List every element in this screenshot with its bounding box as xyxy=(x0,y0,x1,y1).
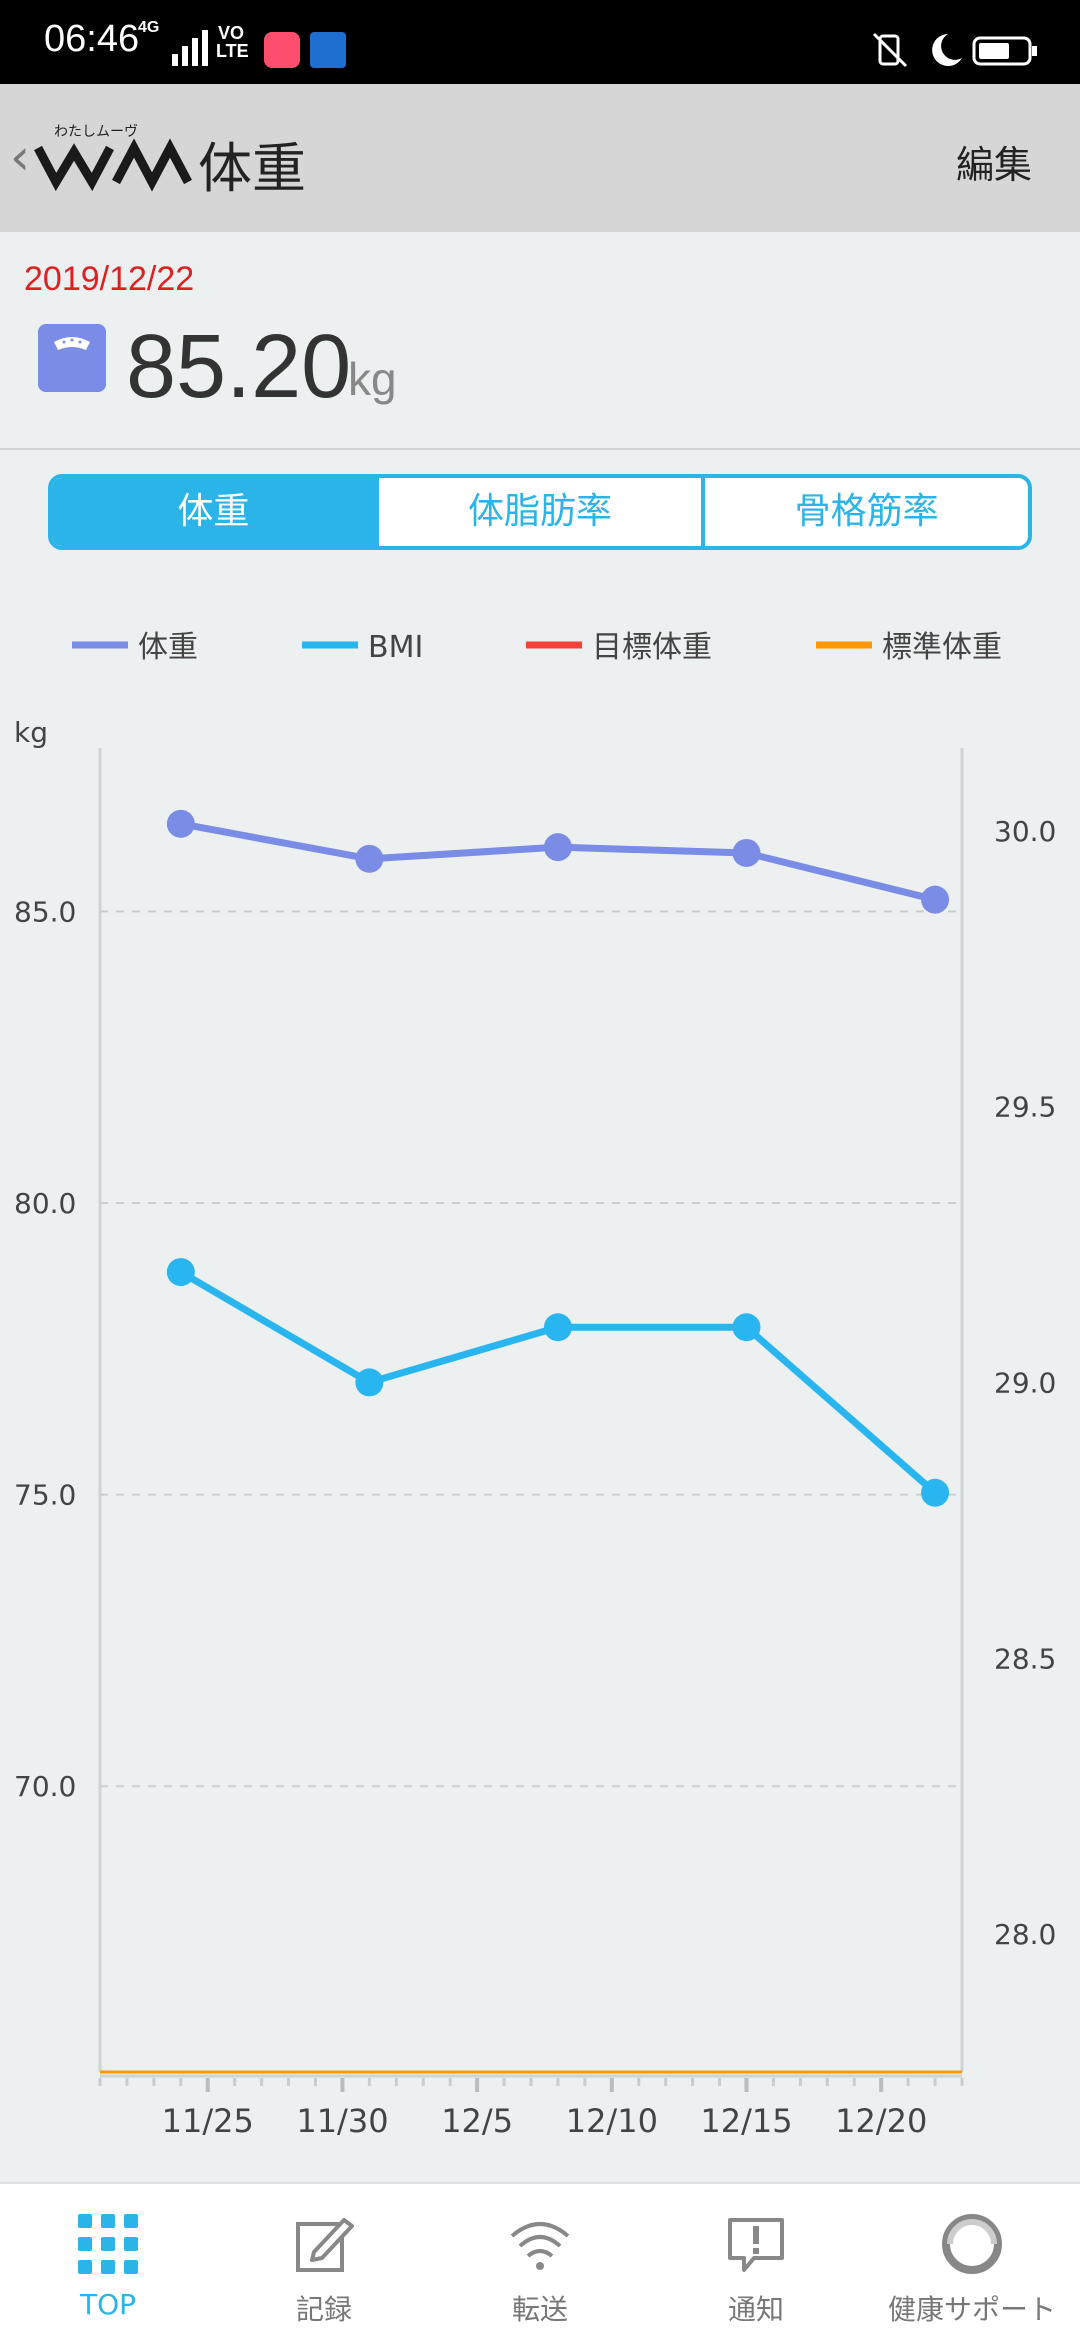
nav-label: 記録 xyxy=(295,2293,352,2326)
nav-top[interactable]: TOP xyxy=(0,2184,216,2342)
y-tick-label-right: 29.5 xyxy=(994,1091,1056,1124)
bottom-nav: TOP 記録 転送 通知 健康サポート xyxy=(0,2182,1080,2342)
logo-caption: わたしムーヴ xyxy=(54,123,138,140)
nav-label: 転送 xyxy=(511,2293,568,2326)
nav-label: TOP xyxy=(79,2288,137,2321)
edit-button[interactable]: 編集 xyxy=(955,143,1032,187)
moon-icon xyxy=(932,34,962,66)
status-icons-right xyxy=(872,32,1037,68)
weight-summary: 2019/12/22 85.20 kg xyxy=(0,232,1080,450)
y-tick-label-right: 28.5 xyxy=(994,1642,1056,1675)
nav-label: 健康サポート xyxy=(887,2293,1056,2326)
x-tick-label: 11/25 xyxy=(162,2102,254,2140)
grid-icon xyxy=(78,2214,138,2274)
back-chevron-icon[interactable]: ‹ xyxy=(10,128,30,186)
data-point xyxy=(921,885,950,914)
x-tick-label: 11/30 xyxy=(296,2102,388,2140)
tab-body-fat[interactable]: 体脂肪率 xyxy=(374,478,702,546)
status-time: 06:46 xyxy=(44,18,140,60)
data-point xyxy=(732,1313,761,1342)
data-point xyxy=(166,1258,195,1287)
status-bar: 06:46 4G VO LTE xyxy=(0,0,1080,84)
network-type: 4G xyxy=(138,19,160,36)
support-icon xyxy=(942,2214,1002,2274)
legend-label: 体重 xyxy=(138,630,198,665)
y-tick-label-left: 80.0 xyxy=(14,1187,76,1220)
x-tick-label: 12/20 xyxy=(835,2102,927,2140)
app-notification-icon xyxy=(264,32,300,68)
nav-label: 通知 xyxy=(727,2293,784,2326)
y-tick-label-right: 29.0 xyxy=(994,1366,1056,1399)
vibrate-off-icon xyxy=(872,32,908,68)
volte-indicator: VO LTE xyxy=(216,23,249,61)
data-point xyxy=(355,1368,384,1397)
data-point xyxy=(166,809,195,838)
edit-icon xyxy=(296,2218,354,2272)
signal-icon xyxy=(172,30,208,66)
nav-record[interactable]: 記録 xyxy=(216,2184,432,2342)
wm-logo: わたしムーヴ xyxy=(34,123,192,192)
y-axis-unit: kg xyxy=(14,716,48,749)
tab-skeletal-muscle[interactable]: 骨格筋率 xyxy=(701,478,1028,546)
series-line xyxy=(179,1269,938,1496)
notification-icon xyxy=(728,2218,784,2272)
tab-weight[interactable]: 体重 xyxy=(52,478,375,546)
y-tick-label-left: 70.0 xyxy=(14,1770,76,1803)
scale-icon xyxy=(38,324,106,392)
page-title: 体重 xyxy=(198,137,306,200)
legend-label: BMI xyxy=(368,630,423,665)
data-point xyxy=(732,838,761,867)
weight-chart: 体重 BMI 目標体重 標準体重 kg 85.0 80.0 75.0 70.0 30.0 29.5 2… xyxy=(14,630,1056,2140)
x-tick-label: 12/15 xyxy=(700,2102,792,2140)
nav-transfer[interactable]: 転送 xyxy=(432,2184,648,2342)
x-tick-label: 12/5 xyxy=(441,2102,513,2140)
data-point xyxy=(543,1313,572,1342)
legend-label: 目標体重 xyxy=(592,630,712,665)
y-tick-label-left: 75.0 xyxy=(14,1479,76,1512)
data-point xyxy=(543,833,572,862)
nav-health-support[interactable]: 健康サポート xyxy=(864,2184,1080,2342)
y-tick-label-right: 28.0 xyxy=(994,1918,1056,1951)
metric-tabs: 体重 体脂肪率 骨格筋率 xyxy=(48,474,1032,550)
data-point xyxy=(355,844,384,873)
weight-unit: kg xyxy=(348,353,397,405)
data-point xyxy=(921,1478,950,1507)
y-tick-label-right: 30.0 xyxy=(994,815,1056,848)
wifi-icon xyxy=(510,2222,570,2270)
nhk-news-icon xyxy=(310,32,346,68)
battery-icon xyxy=(972,36,1037,66)
weight-value: 85.20 xyxy=(126,317,352,417)
x-tick-label: 12/10 xyxy=(566,2102,658,2140)
measurement-date: 2019/12/22 xyxy=(24,260,195,298)
y-tick-label-left: 85.0 xyxy=(14,895,76,928)
nav-notification[interactable]: 通知 xyxy=(648,2184,864,2342)
legend-label: 標準体重 xyxy=(882,630,1002,665)
app-header: ‹ わたしムーヴ 体重 編集 xyxy=(0,84,1080,232)
